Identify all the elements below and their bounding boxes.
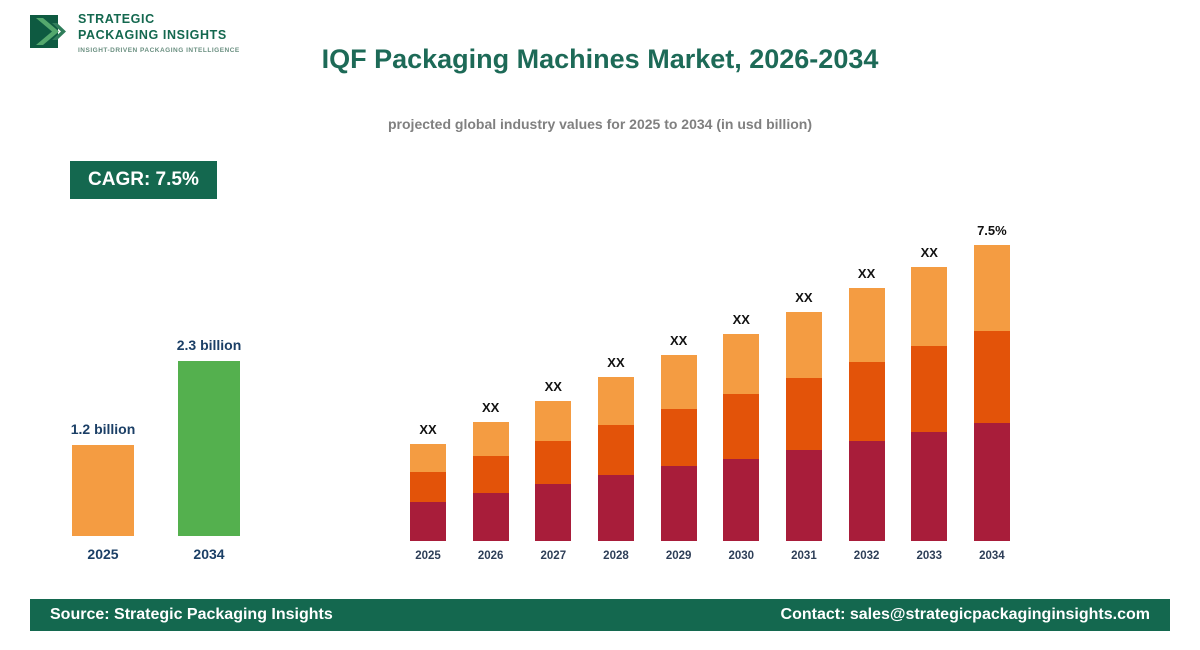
page-title: IQF Packaging Machines Market, 2026-2034 <box>321 44 879 74</box>
stacked-bar-group: XX 2032 <box>847 266 887 562</box>
cagr-badge: CAGR: 7.5% <box>70 161 217 199</box>
bar-value-label: XX <box>419 422 437 438</box>
bar-value-label: XX <box>607 355 625 371</box>
bar-segment-lower <box>911 431 948 541</box>
bar-segment-lower <box>848 440 885 541</box>
bar-value-label: XX <box>544 378 562 394</box>
axis-year-label: 2028 <box>603 550 629 562</box>
logo-chevron-icon <box>30 15 66 48</box>
bar-segment-lower <box>410 502 446 541</box>
footer-contact: Contact: sales@strategicpackaginginsight… <box>780 606 1150 623</box>
stacked-bar-group: 7.5% 2034 <box>972 223 1012 562</box>
bar-segment-middle <box>848 362 885 441</box>
axis-year-label: 2032 <box>853 550 880 562</box>
bar-segment-upper <box>410 444 446 473</box>
bar-segment-middle <box>472 456 509 494</box>
bar-segment-lower <box>973 422 1010 541</box>
stacked-chart: XX 2025 XX 2026 XX 2027 XX 2028 XX 2029 XX 2030 XX 20… <box>408 198 1012 562</box>
bar-value-label: 7.5% <box>977 223 1007 239</box>
axis-year-label: 2034 <box>193 546 225 562</box>
bar-segment-middle <box>723 394 760 459</box>
bar-value-label: 1.2 billion <box>70 421 136 437</box>
summary-bar-group: 1.2 billion 2025 <box>70 421 136 562</box>
axis-year-label: 2025 <box>87 546 119 562</box>
stacked-bar <box>410 444 446 541</box>
bar-segment-middle <box>535 440 572 485</box>
stacked-bar <box>785 311 822 541</box>
bar-segment-upper <box>911 266 948 346</box>
axis-year-label: 2026 <box>477 550 504 562</box>
bar-segment-middle <box>785 378 822 450</box>
bar-segment-upper <box>785 311 822 379</box>
footer-source: Source: Strategic Packaging Insights <box>50 606 333 623</box>
stacked-bar <box>723 333 760 541</box>
summary-bar <box>178 361 240 536</box>
bar-segment-lower <box>597 475 634 541</box>
stacked-bar <box>535 400 572 541</box>
axis-year-label: 2029 <box>665 550 692 562</box>
bar-segment-upper <box>723 333 760 395</box>
bar-segment-lower <box>785 449 822 541</box>
bar-value-label: XX <box>669 333 688 349</box>
footer-bar: Source: Strategic Packaging Insights Con… <box>30 599 1170 631</box>
stacked-bar-group: XX 2033 <box>909 245 949 562</box>
summary-bar <box>72 445 134 536</box>
stacked-bar <box>472 422 509 541</box>
bar-value-label: XX <box>795 289 813 305</box>
logo-tagline: INSIGHT-DRIVEN PACKAGING INTELLIGENCE <box>78 47 240 55</box>
bar-segment-lower <box>660 466 697 541</box>
bar-segment-upper <box>973 245 1010 332</box>
stacked-bar-group: XX 2028 <box>596 355 636 562</box>
bar-value-label: XX <box>732 311 750 327</box>
page-subtitle: projected global industry values for 202… <box>388 116 812 132</box>
stacked-bar-group: XX 2026 <box>471 400 511 562</box>
logo-text: STRATEGIC PACKAGING INSIGHTS INSIGHT-DRI… <box>78 12 240 54</box>
stacked-bar <box>848 288 885 541</box>
logo: STRATEGIC PACKAGING INSIGHTS INSIGHT-DRI… <box>30 12 240 54</box>
bar-segment-upper <box>472 422 509 457</box>
bar-value-label: XX <box>857 266 876 282</box>
bar-segment-upper <box>535 400 572 441</box>
bar-value-label: 2.3 billion <box>176 337 242 353</box>
bar-segment-middle <box>660 409 697 467</box>
bar-segment-middle <box>973 331 1010 423</box>
bar-segment-upper <box>848 288 885 362</box>
logo-line-2: PACKAGING INSIGHTS <box>78 27 227 42</box>
stacked-bar-group: XX 2025 <box>408 422 448 562</box>
bar-segment-lower <box>472 493 509 541</box>
stacked-bar <box>597 377 634 541</box>
axis-year-label: 2027 <box>540 550 567 562</box>
bar-segment-lower <box>723 458 760 541</box>
stacked-bar-group: XX 2030 <box>721 312 761 562</box>
axis-year-label: 2034 <box>979 550 1005 562</box>
bar-segment-lower <box>535 484 572 541</box>
stacked-bar-group: XX 2029 <box>659 333 699 562</box>
bar-segment-middle <box>911 345 948 432</box>
stacked-bar <box>660 355 697 541</box>
axis-year-label: 2033 <box>916 550 943 562</box>
axis-year-label: 2030 <box>728 550 755 562</box>
stacked-bar <box>973 245 1010 541</box>
bar-value-label: XX <box>920 244 938 260</box>
bar-segment-upper <box>660 355 697 410</box>
bar-segment-middle <box>410 472 446 503</box>
summary-chart: 1.2 billion 2025 2.3 billion 2034 <box>70 300 242 562</box>
axis-year-label: 2025 <box>415 550 441 562</box>
bar-segment-middle <box>597 425 634 476</box>
bar-value-label: XX <box>481 400 500 416</box>
bar-segment-upper <box>597 377 634 426</box>
stacked-bar-group: XX 2031 <box>784 290 824 562</box>
summary-bar-group: 2.3 billion 2034 <box>176 337 242 562</box>
logo-line-1: STRATEGIC <box>78 12 155 26</box>
axis-year-label: 2031 <box>791 550 817 562</box>
stacked-bar <box>911 266 948 541</box>
stacked-bar-group: XX 2027 <box>533 379 573 562</box>
